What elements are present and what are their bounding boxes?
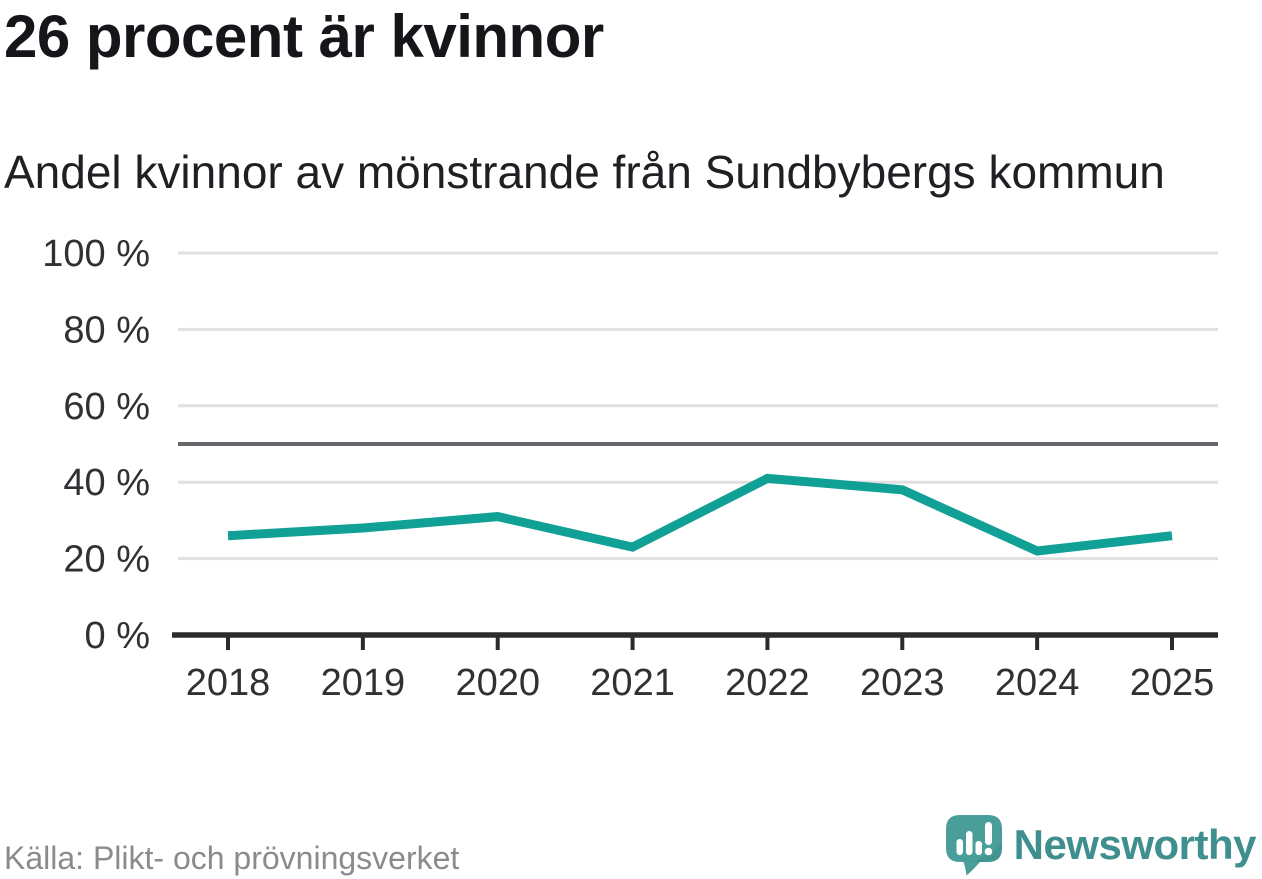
line-chart: 2018 2019 2020 2021 2022 2023 2024 2025 0 % 20 % 4… — [42, 233, 1218, 704]
brand-logo: Newsworthy — [945, 813, 1257, 877]
y-axis-label: 60 % — [63, 386, 150, 428]
x-axis-label: 2025 — [1130, 662, 1215, 704]
y-axis-label: 20 % — [63, 539, 150, 581]
x-axis-label: 2020 — [455, 662, 540, 704]
chart-subtitle: Andel kvinnor av mönstrande från Sundbyb… — [4, 146, 1165, 198]
y-axis-label: 100 % — [42, 233, 150, 275]
data-line-andel-kvinnor — [227, 473, 1173, 556]
y-axis-label: 0 % — [85, 615, 150, 657]
newsworthy-bubble-icon — [945, 815, 1002, 876]
brand-name: Newsworthy — [1013, 821, 1257, 868]
chart-title: 26 procent är kvinnor — [4, 3, 604, 70]
x-axis-label: 2022 — [725, 662, 810, 704]
x-axis-label: 2023 — [860, 662, 945, 704]
x-axis-label: 2024 — [995, 662, 1080, 704]
source-note: Källa: Plikt- och prövningsverket — [4, 840, 460, 876]
y-axis-label: 40 % — [63, 462, 150, 504]
x-axis-label: 2021 — [590, 662, 675, 704]
x-axis-label: 2018 — [186, 662, 271, 704]
x-axis-label: 2019 — [321, 662, 406, 704]
y-axis-label: 80 % — [63, 309, 150, 351]
